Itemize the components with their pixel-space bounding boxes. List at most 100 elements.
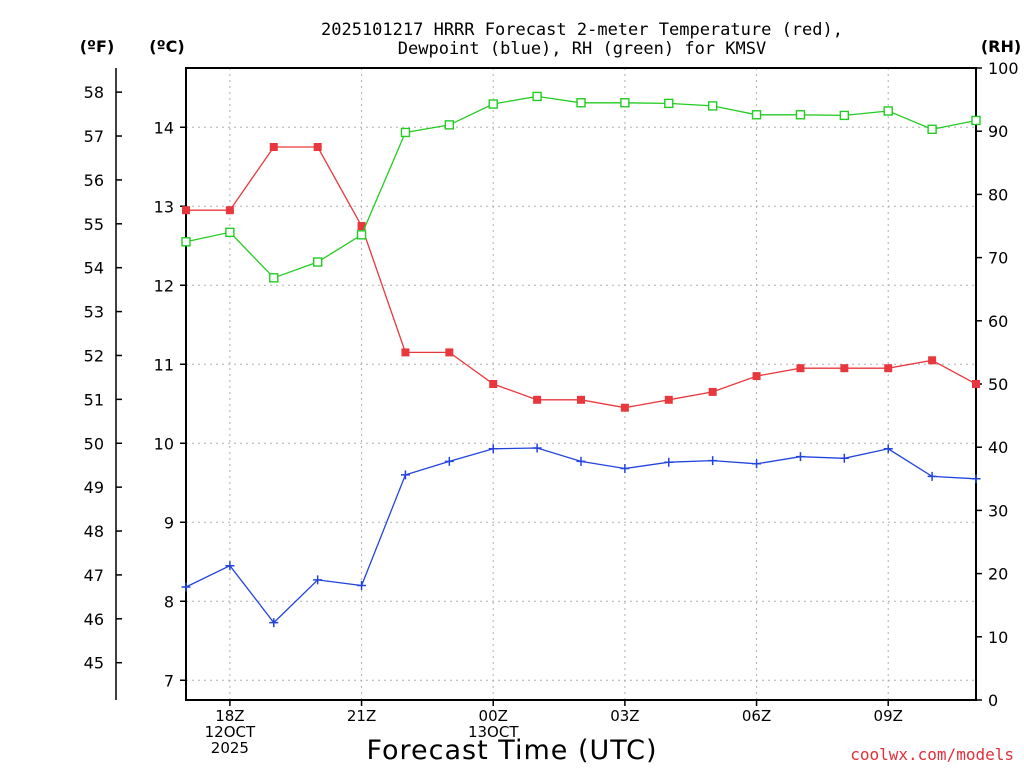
x-tick-label: 09Z [874,707,903,725]
celsius-tick-label: 9 [164,513,174,532]
x-axis-label: Forecast Time (UTC) [366,735,657,766]
x-tick-label: 06Z [742,707,771,725]
temperature-point [445,348,454,357]
fahrenheit-tick-label: 53 [84,303,104,322]
rh-point [269,273,279,283]
rh-tick-label: 80 [988,185,1008,204]
dewpoint-point [664,457,674,467]
rh-point [356,230,367,240]
temperature-point [972,380,980,388]
rh-tick-label: 60 [988,312,1008,331]
dewpoint-point [795,452,805,462]
fahrenheit-axis-label: (ºF) [80,37,115,56]
dewpoint-point [752,459,762,469]
dewpoint-line [185,447,977,624]
dewpoint-point [839,453,849,463]
x-tick-label: 21Z [347,707,376,725]
celsius-axis-label: (ºC) [149,37,184,56]
x-tick-label: 12OCT [205,723,256,741]
rh-tick-label: 20 [988,565,1008,584]
rh-point [883,106,893,116]
celsius-tick-label: 14 [154,118,174,137]
chart-title-line1: 2025101217 HRRR Forecast 2-meter Tempera… [321,20,843,40]
fahrenheit-tick-label: 49 [84,478,104,497]
temperature-point [884,364,893,373]
fahrenheit-tick-label: 50 [84,434,104,453]
rh-tick-label: 100 [988,59,1019,78]
rh-tick-label: 50 [988,375,1008,394]
celsius-tick-label: 13 [154,197,174,216]
temperature-point [577,395,585,404]
dewpoint-point [400,470,410,480]
dewpoint-point [181,582,191,592]
rh-tick-label: 40 [988,438,1008,457]
temperature-point [928,356,937,365]
fahrenheit-tick-label: 48 [84,522,104,541]
rh-line [185,95,977,279]
temperature-point [489,380,498,388]
fahrenheit-tick-label: 56 [84,171,104,190]
temperature-point [752,372,761,381]
celsius-tick-label: 8 [164,592,174,611]
dewpoint-point [313,575,323,585]
rh-point [532,91,542,102]
dewpoint-point [488,444,498,454]
fahrenheit-tick-label: 57 [84,127,104,146]
fahrenheit-tick-label: 46 [84,610,104,629]
dewpoint-point [620,464,630,474]
rh-point [400,127,411,138]
fahrenheit-tick-label: 58 [84,83,104,102]
dewpoint-point [883,444,893,454]
rh-axis-label: (RH) [981,37,1021,56]
rh-point [839,110,850,121]
dewpoint-point [532,443,542,453]
plot-frame [185,67,977,701]
rh-tick-label: 90 [988,122,1008,141]
temperature-series [182,143,980,412]
celsius-tick-label: 10 [154,434,174,453]
dewpoint-point [971,474,981,484]
temperature-point [840,364,849,373]
x-tick-label: 03Z [610,707,639,725]
credit-text: coolwx.com/models [850,745,1014,764]
temperature-point [664,395,673,404]
fahrenheit-tick-label: 55 [84,215,104,234]
temperature-point [796,364,805,373]
chart-title-line2: Dewpoint (blue), RH (green) for KMSV [398,39,766,59]
dewpoint-point [357,580,367,590]
rh-point [707,101,718,111]
rh-point [751,110,762,120]
temperature-point [313,143,322,151]
rh-point [795,110,806,120]
rh-tick-label: 0 [988,691,998,710]
dewpoint-point [576,456,586,466]
rh-tick-label: 10 [988,628,1008,647]
celsius-tick-label: 11 [154,355,174,374]
fahrenheit-tick-label: 47 [84,566,104,585]
rh-tick-label: 30 [988,501,1008,520]
dewpoint-point [269,618,279,628]
fahrenheit-tick-label: 51 [84,390,104,409]
rh-point [664,98,674,109]
celsius-tick-label: 7 [164,671,174,690]
x-tick-label: 2025 [211,739,249,757]
fahrenheit-tick-label: 52 [84,346,104,365]
rh-tick-label: 70 [988,249,1008,268]
axes [115,67,982,706]
rh-series [181,91,981,283]
rh-point [620,98,630,108]
temperature-line [186,146,977,409]
data-series [181,91,981,628]
temperature-point [533,395,542,404]
temperature-point [269,143,278,151]
x-tick-label: 18Z [215,707,244,725]
dewpoint-point [225,561,235,571]
dewpoint-point [444,456,454,466]
fahrenheit-tick-label: 45 [84,654,104,673]
gridlines [186,68,976,700]
rh-point [576,98,586,108]
rh-point [444,120,455,130]
temperature-point [357,222,366,230]
